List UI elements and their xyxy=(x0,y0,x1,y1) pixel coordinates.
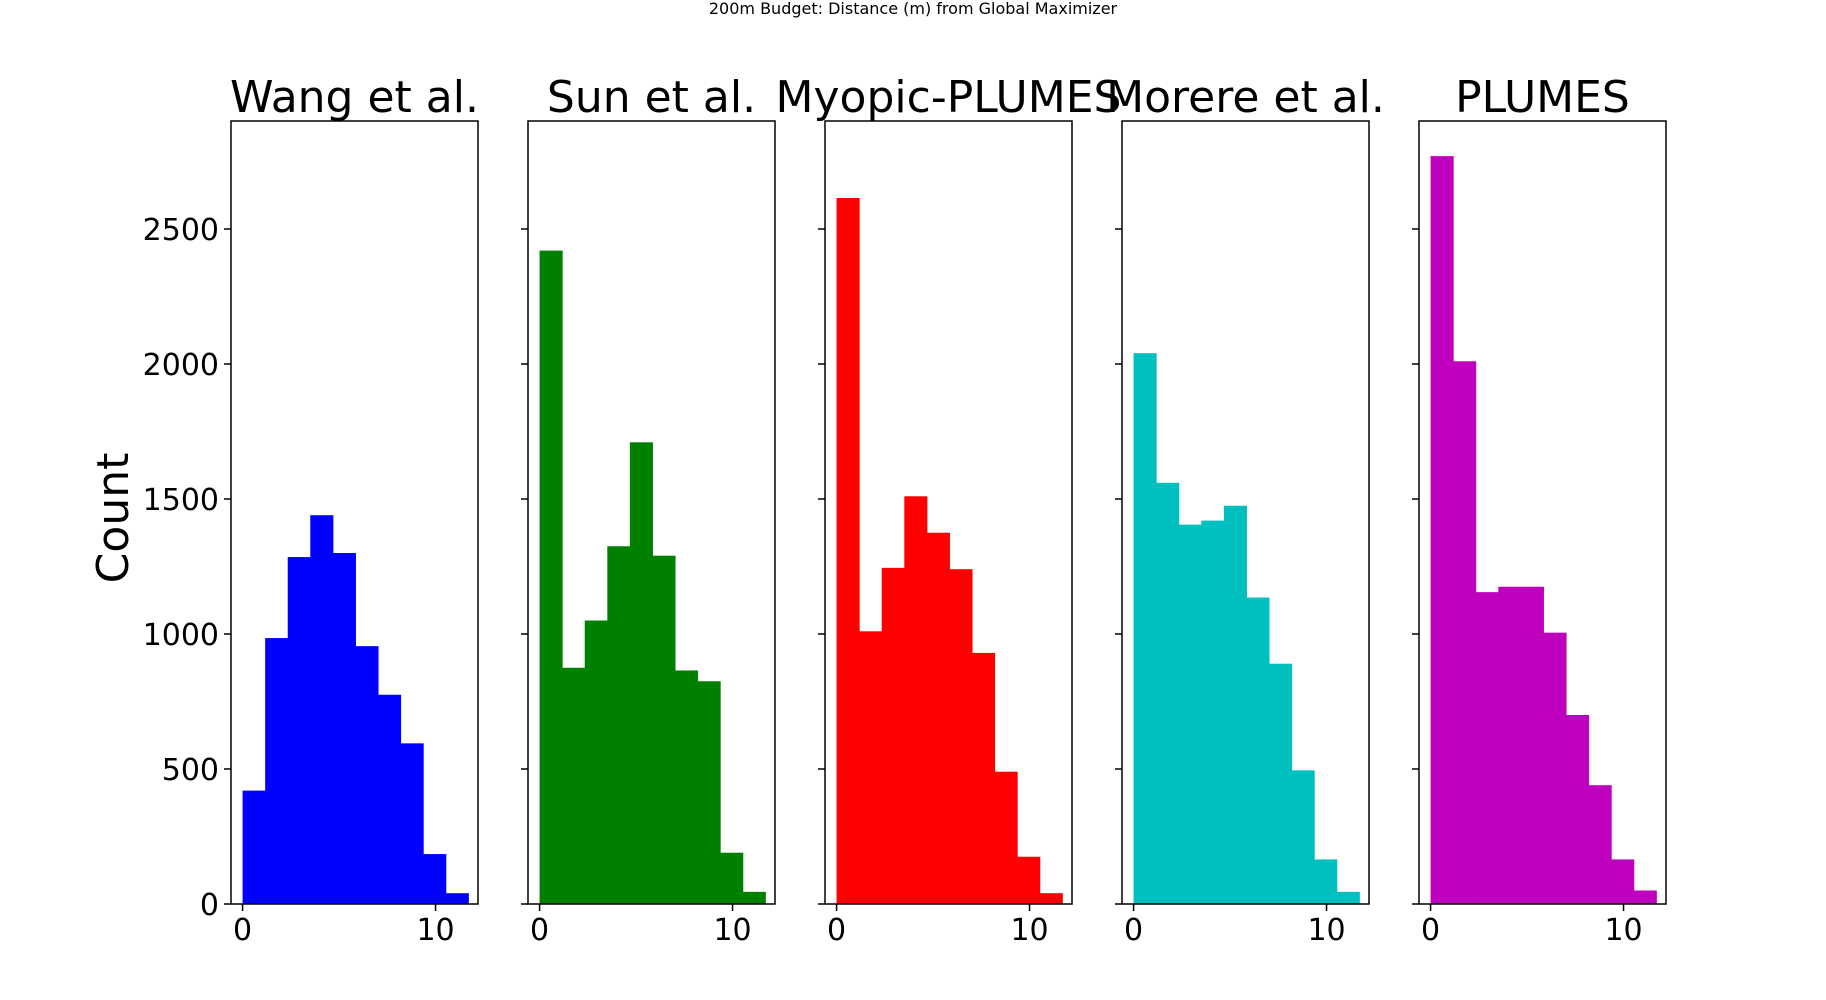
histogram-bar xyxy=(242,790,266,904)
panel-title: Wang et al. xyxy=(230,72,479,123)
histogram-bar xyxy=(1133,353,1157,904)
y-tick-label: 1500 xyxy=(143,483,219,518)
histogram-bar xyxy=(332,553,356,904)
x-tick-label: 0 xyxy=(1124,913,1143,948)
histogram-bar xyxy=(836,197,860,904)
panel-4: Morere et al. 0 10 xyxy=(1106,72,1385,948)
panel-3: Myopic-PLUMES 0 10 xyxy=(776,72,1122,948)
histogram-bar xyxy=(972,652,996,904)
histogram-bar xyxy=(697,681,721,904)
y-tick-label: 500 xyxy=(162,753,219,788)
x-tick-label: 10 xyxy=(1604,913,1642,948)
axes-frame xyxy=(527,120,776,905)
histogram-bar xyxy=(400,743,424,904)
axes-frame xyxy=(230,120,479,905)
histogram-bar xyxy=(1291,770,1315,904)
histogram-bar xyxy=(1543,632,1567,904)
histogram-bar xyxy=(720,852,744,904)
x-tick-label: 10 xyxy=(416,913,454,948)
histogram-bar xyxy=(562,667,586,904)
x-tick-label: 0 xyxy=(827,913,846,948)
histogram-bar xyxy=(584,620,608,904)
y-tick-label: 0 xyxy=(200,888,219,923)
histogram-bar xyxy=(1269,663,1293,904)
x-tick-label: 10 xyxy=(1010,913,1048,948)
histogram-bar xyxy=(1246,597,1270,904)
panel-title: Myopic-PLUMES xyxy=(776,72,1122,123)
histogram-bar xyxy=(1633,890,1657,904)
histogram-bar xyxy=(355,646,379,904)
axes-frame xyxy=(824,120,1073,905)
histogram-bar xyxy=(539,250,563,905)
x-tick-label: 0 xyxy=(530,913,549,948)
y-tick-label: 1000 xyxy=(143,618,219,653)
panel-5: PLUMES 0 10 xyxy=(1412,72,1667,948)
panel-title: Morere et al. xyxy=(1106,72,1385,123)
histogram-bar xyxy=(1201,520,1225,904)
panel-title: PLUMES xyxy=(1455,72,1630,123)
histogram-bar xyxy=(310,515,334,904)
histogram-bar xyxy=(859,631,883,904)
histogram-bar xyxy=(629,442,653,904)
y-tick-label: 2000 xyxy=(143,348,219,383)
y-axis-label: Count xyxy=(88,453,139,584)
histogram-bar xyxy=(675,670,699,904)
panel-2: Sun et al. 0 10 xyxy=(521,72,776,948)
histogram-bar xyxy=(652,555,676,904)
histogram-bar xyxy=(1475,592,1499,904)
histogram-bar xyxy=(1336,891,1360,904)
histogram-bar xyxy=(1498,586,1522,904)
x-tick-label: 10 xyxy=(713,913,751,948)
histogram-bar xyxy=(1566,715,1590,904)
panel-title: Sun et al. xyxy=(547,72,756,123)
histogram-bar xyxy=(994,771,1018,904)
x-tick-label: 0 xyxy=(233,913,252,948)
histogram-bar xyxy=(1520,586,1544,904)
histogram-bar xyxy=(607,546,631,904)
histogram-bar xyxy=(1039,893,1063,904)
histogram-bar xyxy=(949,569,973,904)
histogram-bar xyxy=(445,893,469,904)
axes-frame xyxy=(1418,120,1667,905)
figure-title: 200m Budget: Distance (m) from Global Ma… xyxy=(709,0,1118,18)
y-tick-label: 2500 xyxy=(143,213,219,248)
histogram-bar xyxy=(1430,156,1454,905)
histogram-bar xyxy=(1611,859,1635,904)
histogram-bar xyxy=(378,694,402,904)
histogram-bar xyxy=(904,496,928,904)
histogram-bar xyxy=(1314,859,1338,904)
histogram-bar xyxy=(1178,524,1202,904)
histogram-bar xyxy=(742,891,766,904)
x-tick-label: 10 xyxy=(1307,913,1345,948)
histogram-bar xyxy=(881,567,905,904)
histogram-bar xyxy=(1017,856,1041,904)
histogram-bar xyxy=(1588,785,1612,904)
x-tick-label: 0 xyxy=(1421,913,1440,948)
histogram-bar xyxy=(423,854,447,904)
axes-frame xyxy=(1121,120,1370,905)
histogram-bar xyxy=(1156,482,1180,904)
panel-1: Wang et al. 0 500 1000 1500 2000 2500 0 10 xyxy=(143,72,479,948)
histogram-bar xyxy=(1223,505,1247,904)
histogram-bar xyxy=(287,557,311,904)
histogram-bar xyxy=(1453,361,1477,904)
histogram-bar xyxy=(265,638,289,904)
histogram-bar xyxy=(926,532,950,904)
